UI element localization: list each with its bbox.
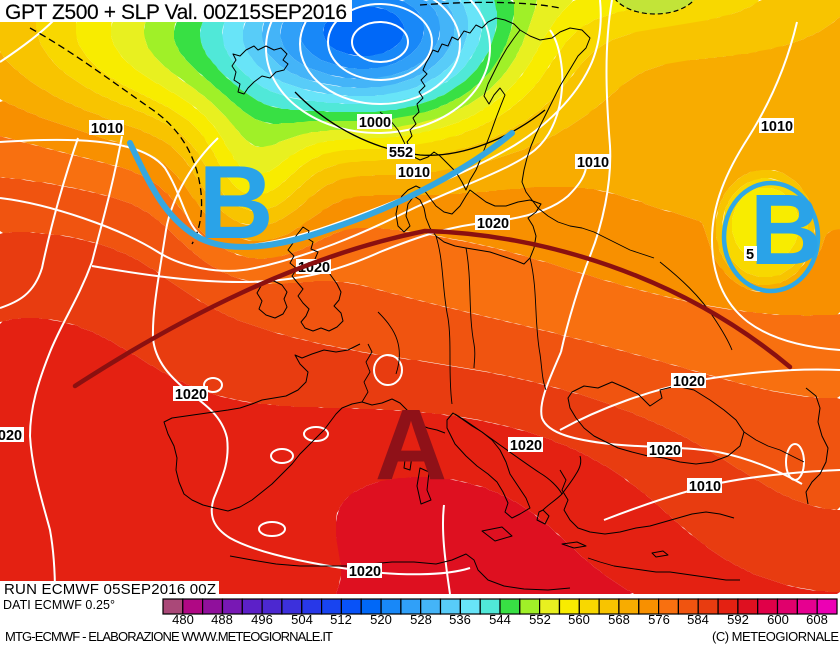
svg-text:504: 504 [291, 612, 313, 627]
svg-text:B: B [198, 145, 273, 261]
svg-text:1010: 1010 [91, 121, 123, 137]
svg-text:GPT Z500 + SLP Val. 00Z15SEP20: GPT Z500 + SLP Val. 00Z15SEP2016 [5, 1, 347, 24]
svg-text:608: 608 [806, 612, 828, 627]
svg-text:568: 568 [608, 612, 630, 627]
svg-text:1010: 1010 [761, 119, 793, 135]
svg-text:(C) METEOGIORNALE: (C) METEOGIORNALE [712, 629, 839, 644]
svg-text:552: 552 [529, 612, 551, 627]
svg-text:RUN ECMWF 05SEP2016 00Z: RUN ECMWF 05SEP2016 00Z [4, 581, 216, 598]
svg-text:576: 576 [648, 612, 670, 627]
svg-text:020: 020 [0, 428, 22, 444]
svg-text:1010: 1010 [689, 479, 721, 495]
svg-text:560: 560 [568, 612, 590, 627]
svg-text:1020: 1020 [175, 387, 207, 403]
svg-text:536: 536 [449, 612, 471, 627]
svg-text:600: 600 [767, 612, 789, 627]
svg-text:1010: 1010 [398, 165, 430, 181]
svg-text:B: B [750, 174, 822, 286]
svg-text:1000: 1000 [359, 115, 391, 131]
svg-text:A: A [375, 389, 447, 501]
svg-text:480: 480 [172, 612, 194, 627]
svg-text:1010: 1010 [577, 155, 609, 171]
svg-text:528: 528 [410, 612, 432, 627]
svg-text:584: 584 [687, 612, 709, 627]
svg-text:1020: 1020 [477, 216, 509, 232]
svg-text:544: 544 [489, 612, 511, 627]
svg-text:496: 496 [251, 612, 273, 627]
svg-text:488: 488 [211, 612, 233, 627]
svg-text:1020: 1020 [649, 443, 681, 459]
svg-text:552: 552 [389, 145, 413, 161]
svg-text:MTG-ECMWF - ELABORAZIONE WWW.M: MTG-ECMWF - ELABORAZIONE WWW.METEOGIORNA… [5, 629, 333, 644]
svg-text:512: 512 [330, 612, 352, 627]
svg-text:5: 5 [746, 247, 754, 263]
svg-text:1020: 1020 [673, 374, 705, 390]
svg-text:520: 520 [370, 612, 392, 627]
svg-text:1020: 1020 [349, 564, 381, 580]
svg-text:1020: 1020 [510, 438, 542, 454]
svg-text:DATI ECMWF 0.25°: DATI ECMWF 0.25° [3, 598, 115, 612]
svg-text:592: 592 [727, 612, 749, 627]
